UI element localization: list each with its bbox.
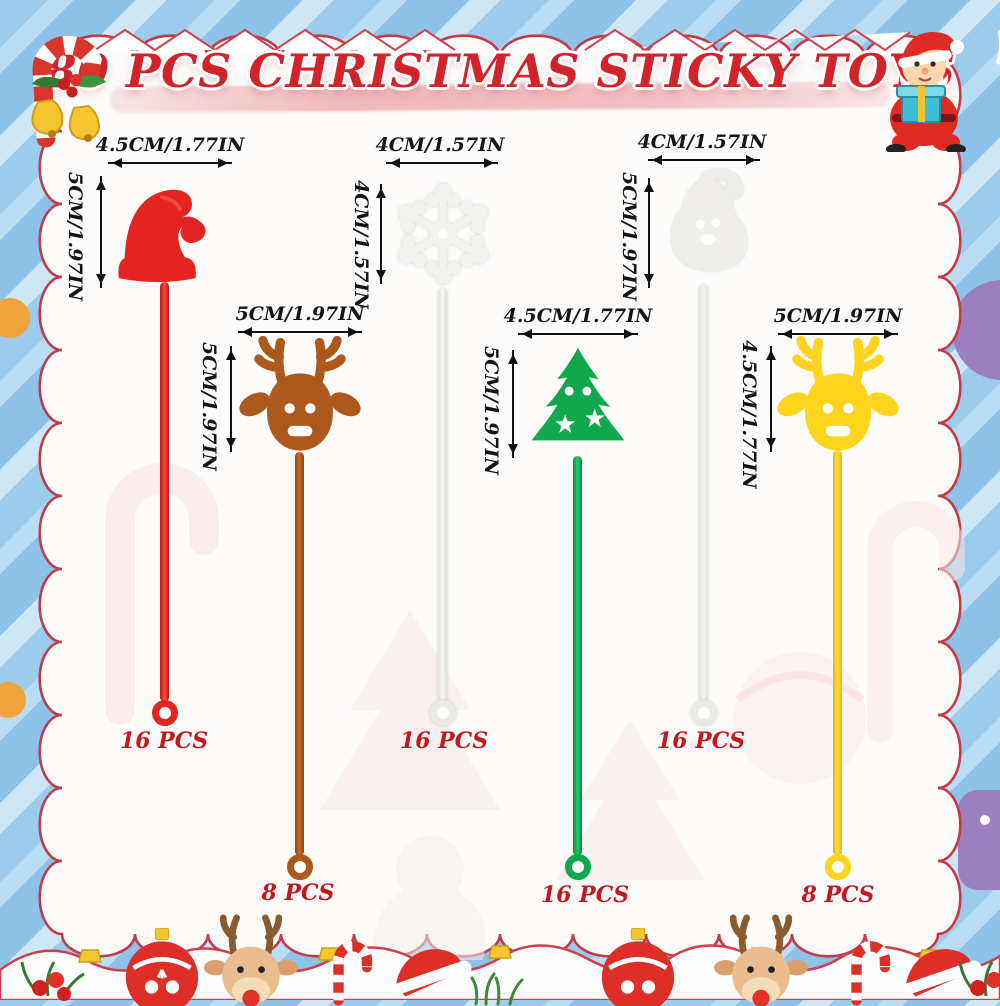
- stick-loop: [691, 700, 717, 726]
- santa-white-head: [671, 168, 748, 271]
- stick-loop: [152, 700, 178, 726]
- count-label: 8 PCS: [261, 880, 335, 906]
- height-label: 4CM/1.57IN: [350, 180, 372, 309]
- count-label: 16 PCS: [119, 728, 209, 754]
- tree-head: [531, 347, 625, 441]
- width-arrow: [648, 154, 760, 165]
- ornament-ball-icon: [601, 928, 675, 1006]
- reindeer-face-icon: [204, 914, 298, 1006]
- height-arrow: [225, 346, 236, 452]
- stick-loop: [287, 854, 313, 880]
- height-arrow: [507, 350, 518, 458]
- stick-handle: [160, 282, 169, 702]
- height-arrow: [375, 184, 386, 284]
- ornament-ball-icon: [125, 928, 199, 1006]
- stick-loop: [430, 700, 456, 726]
- width-label: 4CM/1.57IN: [637, 131, 767, 153]
- count-label: 16 PCS: [656, 728, 746, 754]
- snowflake-head: [398, 183, 488, 285]
- watermark-candy-cane-right: [867, 501, 965, 743]
- santa-hat-icon: [392, 949, 472, 997]
- grass-icon: [470, 972, 524, 1006]
- height-arrow: [765, 346, 776, 452]
- width-arrow: [518, 328, 638, 339]
- width-label: 4CM/1.57IN: [375, 134, 505, 156]
- candy-cane-icon: [851, 941, 891, 1006]
- count-label: 8 PCS: [801, 882, 875, 908]
- candy-cane-icon: [333, 941, 373, 1006]
- height-label: 4.5CM/1.77IN: [738, 340, 760, 489]
- stick-handle: [699, 285, 708, 702]
- width-arrow: [108, 157, 232, 168]
- count-label: 16 PCS: [540, 882, 630, 908]
- height-label: 5CM/1.97IN: [64, 172, 86, 301]
- width-label: 5CM/1.97IN: [773, 305, 903, 327]
- height-label: 5CM/1.97IN: [480, 346, 502, 475]
- stick-loop: [565, 854, 591, 880]
- santa-claus-icon: [886, 31, 966, 152]
- width-arrow: [386, 157, 498, 168]
- height-arrow: [643, 178, 654, 288]
- holly-berries-icon: [958, 961, 1000, 997]
- candy-cane-bells-icon: [31, 35, 106, 148]
- stick-handle: [295, 452, 304, 856]
- santa-hat-head: [118, 189, 206, 283]
- stick-handle: [833, 450, 842, 856]
- width-label: 4.5CM/1.77IN: [503, 305, 653, 327]
- height-arrow: [95, 176, 106, 288]
- stick-handle: [438, 288, 447, 702]
- width-label: 4.5CM/1.77IN: [95, 134, 245, 156]
- count-label: 16 PCS: [399, 728, 489, 754]
- reindeer-face-icon: [714, 914, 808, 1006]
- width-label: 5CM/1.97IN: [235, 303, 365, 325]
- stick-loop: [825, 854, 851, 880]
- height-label: 5CM/1.97IN: [198, 342, 220, 471]
- height-label: 5CM/1.97IN: [618, 172, 640, 301]
- watermark-ball: [734, 652, 866, 784]
- width-arrow: [238, 326, 362, 337]
- page-title: 80 PCS CHRISTMAS STICKY TOYS: [44, 44, 956, 98]
- reindeer-head: [777, 335, 899, 451]
- stick-handle: [573, 456, 582, 856]
- bottom-decoration-strip: [0, 908, 1000, 1006]
- watermark-trees: [320, 610, 704, 960]
- holly-berries-icon: [20, 961, 85, 1001]
- reindeer-head: [239, 335, 361, 451]
- width-arrow: [778, 328, 898, 339]
